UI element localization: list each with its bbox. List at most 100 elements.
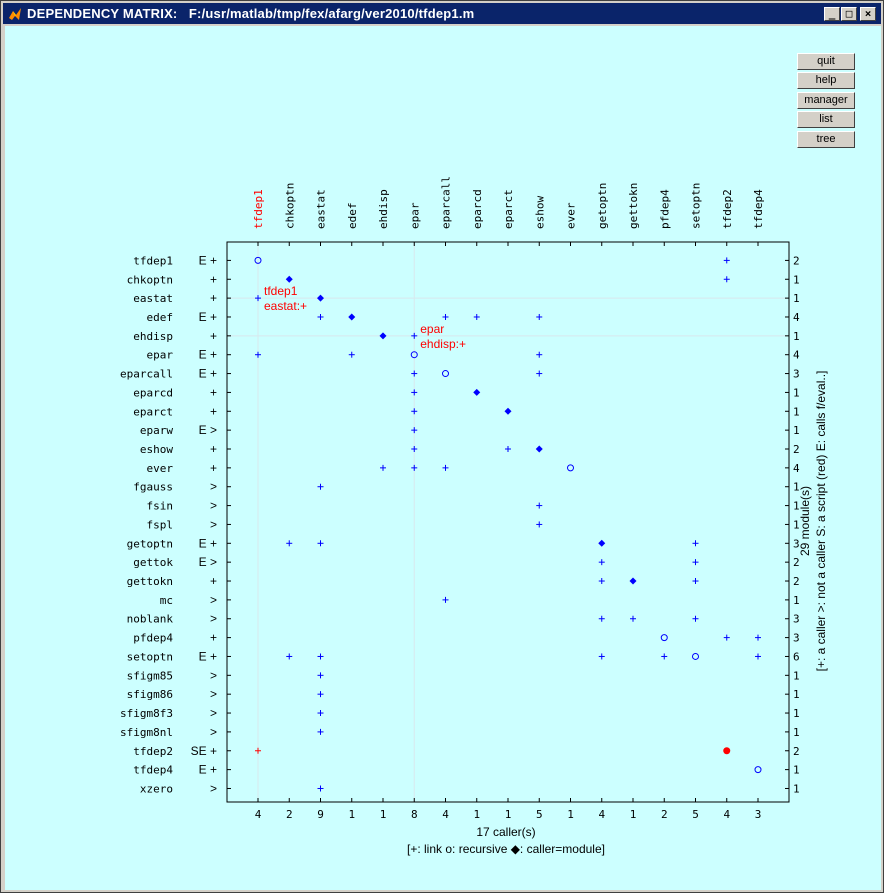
- row-label: getoptn: [127, 537, 173, 550]
- row-label: eparcall: [120, 368, 173, 381]
- list-button[interactable]: list: [797, 111, 855, 128]
- link-marker: [661, 653, 668, 660]
- link-marker: [317, 653, 324, 660]
- row-label: xzero: [140, 782, 173, 795]
- row-label: eparcd: [133, 386, 173, 399]
- link-marker: [536, 521, 543, 528]
- row-flags: +: [210, 272, 217, 286]
- row-flags: E +: [199, 310, 217, 324]
- row-label: sfigm86: [127, 688, 173, 701]
- column-count: 4: [255, 808, 262, 821]
- column-count: 4: [723, 808, 730, 821]
- dependency-matrix-chart: tfdep1 chkoptn eastat edef ehdisp epar eparcal…: [120, 176, 828, 856]
- row-label: pfdep4: [133, 632, 173, 645]
- link-marker: [536, 502, 543, 509]
- column-count: 4: [598, 808, 605, 821]
- link-marker: [536, 370, 543, 377]
- row-label: sfigm85: [127, 669, 173, 682]
- row-label: sfigm8f3: [120, 707, 173, 720]
- recursive-marker: [442, 370, 449, 378]
- column-count: 5: [536, 808, 543, 821]
- row-legend-label: [+: a caller >: not a caller S: a script…: [814, 371, 828, 672]
- module-marker: [317, 294, 324, 302]
- row-label: tfdep1: [133, 254, 173, 267]
- window-title: DEPENDENCY MATRIX: F:/usr/matlab/tmp/fex…: [27, 6, 475, 21]
- minimize-button[interactable]: _: [824, 7, 840, 21]
- link-marker: [317, 540, 324, 547]
- module-marker: [504, 407, 512, 415]
- row-flags: >: [210, 517, 217, 531]
- row-flags: +: [210, 631, 217, 645]
- link-marker: [442, 596, 449, 603]
- link-marker: [536, 313, 543, 320]
- quit-button[interactable]: quit: [797, 53, 855, 70]
- link-marker: [536, 351, 543, 358]
- link-marker: [598, 578, 605, 585]
- column-count: 5: [692, 808, 699, 821]
- column-label: eastat: [315, 189, 328, 229]
- link-marker: [380, 464, 386, 471]
- link-marker: [348, 351, 355, 358]
- row-count: 2: [793, 745, 800, 758]
- crosshair-callee-label: eastat:+: [264, 299, 307, 313]
- row-label: gettokn: [127, 575, 173, 588]
- column-label: ehdisp: [377, 189, 390, 229]
- row-count: 1: [793, 330, 800, 343]
- column-label: tfdep1: [252, 189, 265, 229]
- column-label: tfdep2: [721, 189, 734, 229]
- link-marker: [317, 785, 324, 792]
- module-marker: [348, 313, 356, 321]
- column-label: getoptn: [596, 183, 609, 229]
- row-flags: >: [210, 687, 217, 701]
- row-count: 2: [793, 556, 800, 569]
- link-marker: [692, 559, 699, 566]
- link-marker: [317, 313, 324, 320]
- row-label: tfdep4: [133, 764, 173, 777]
- row-count: 1: [793, 405, 800, 418]
- row-count: 1: [793, 500, 800, 513]
- manager-button[interactable]: manager: [797, 92, 855, 109]
- link-marker: [255, 747, 261, 754]
- link-marker: [723, 276, 730, 283]
- column-label: ever: [565, 202, 578, 229]
- link-marker: [723, 634, 730, 641]
- row-label: fspl: [147, 518, 174, 531]
- column-label: setoptn: [690, 183, 703, 229]
- link-marker: [255, 295, 261, 302]
- recursive-marker: [254, 256, 262, 264]
- link-marker: [505, 446, 511, 452]
- row-flags: >: [210, 499, 217, 513]
- link-marker: [723, 257, 730, 264]
- module-marker: [379, 332, 387, 340]
- module-marker-red: [723, 747, 731, 755]
- link-marker: [598, 559, 605, 566]
- crosshair-caller-label: tfdep1: [264, 284, 298, 298]
- row-flags: E +: [199, 367, 217, 381]
- link-marker: [317, 691, 324, 698]
- link-marker: [255, 351, 261, 358]
- tree-button[interactable]: tree: [797, 131, 855, 148]
- row-count: 1: [793, 481, 800, 494]
- row-label: eparw: [140, 424, 173, 437]
- column-count: 9: [317, 808, 324, 821]
- title-bar: DEPENDENCY MATRIX: F:/usr/matlab/tmp/fex…: [3, 3, 881, 24]
- link-marker: [411, 332, 418, 339]
- row-count: 1: [793, 594, 800, 607]
- link-marker: [692, 578, 699, 585]
- row-flags: +: [210, 291, 217, 305]
- row-flags: E +: [199, 536, 217, 550]
- link-marker: [411, 446, 418, 452]
- row-label: sfigm8nl: [120, 726, 173, 739]
- row-count: 1: [793, 726, 800, 739]
- close-button[interactable]: ×: [860, 7, 876, 21]
- module-marker: [629, 577, 637, 585]
- recursive-marker: [754, 766, 762, 774]
- row-label: fgauss: [133, 481, 173, 494]
- help-button[interactable]: help: [797, 72, 855, 89]
- maximize-button[interactable]: □: [841, 7, 857, 21]
- link-marker: [755, 634, 761, 641]
- module-marker: [535, 445, 543, 453]
- row-flags: +: [210, 442, 217, 456]
- row-count: 3: [793, 613, 800, 626]
